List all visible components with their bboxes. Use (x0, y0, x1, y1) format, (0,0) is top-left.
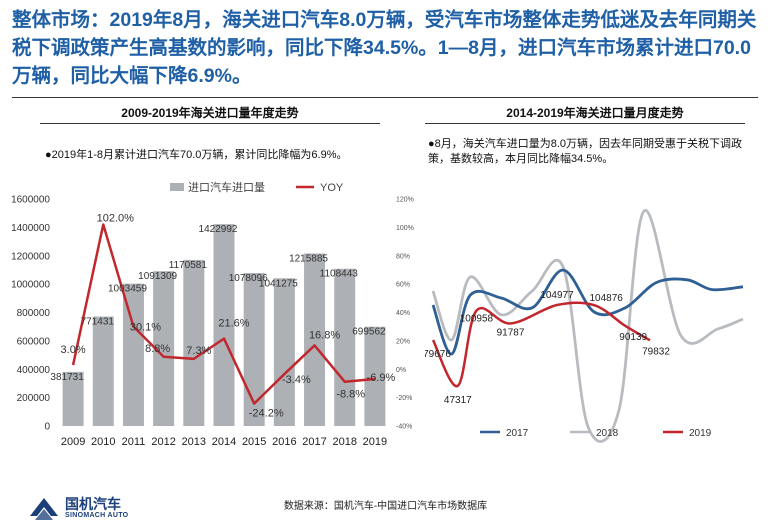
monthly-data-label: 79676 (425, 349, 451, 360)
bar-2017 (304, 253, 326, 426)
bar-value-label: 1041275 (259, 278, 298, 289)
x-tick-label: 2011 (122, 436, 146, 448)
legend-label-2019: 2019 (689, 428, 712, 439)
y-right-tick-label: 0% (396, 367, 406, 374)
yoy-value-label: -3.4% (282, 374, 311, 386)
y-right-tick-label: 40% (396, 310, 410, 317)
y-right-tick-label: -20% (396, 395, 412, 402)
x-tick-label: 2013 (182, 436, 206, 448)
left-chart-title: 2009-2019年海关进口量年度走势 (121, 106, 299, 120)
left-chart-note: ●2019年1-8月累计进口汽车70.0万辆，累计同比降幅为6.9%。 (45, 149, 348, 161)
x-tick-label: 2010 (91, 436, 115, 448)
y-right-tick-label: 60% (396, 282, 410, 289)
bar-value-label: 1078096 (229, 273, 268, 284)
yoy-value-label: -8.8% (336, 389, 365, 401)
bar-2013 (183, 259, 205, 426)
sinomach-logo-icon (30, 498, 58, 520)
legend-label-2017: 2017 (506, 428, 529, 439)
monthly-data-label: 47317 (444, 395, 472, 406)
y-right-tick-label: 100% (396, 225, 414, 232)
bar-value-label: 1170581 (169, 260, 208, 271)
right-chart-note: ●8月，海关汽车进口量为8.0万辆，因去年同期受惠于关税下调政策，基数较高，本月… (428, 138, 743, 165)
monthly-data-label: 104876 (590, 293, 624, 304)
annual-import-chart: 0 200000 400000 600000 800000 1000000 1200000 1… (11, 180, 414, 448)
y-left-tick-label: 600000 (17, 336, 51, 347)
monthly-data-label: 79832 (642, 346, 670, 357)
bar-2012 (153, 271, 175, 426)
bar-value-label: 699562 (352, 327, 386, 338)
right-title-underline (425, 123, 745, 124)
bar-value-label: 1422992 (199, 224, 238, 235)
line-2019 (431, 301, 651, 388)
y-left-tick-label: 400000 (17, 365, 51, 376)
line-2018 (431, 209, 744, 443)
headline: 整体市场：2019年8月，海关进口汽车8.0万辆，受汽车市场整体走势低迷及去年同… (12, 9, 757, 87)
line-2017 (431, 268, 744, 356)
y-right-tick-label: 20% (396, 338, 410, 345)
y-right-tick-label: 80% (396, 253, 410, 260)
y-left-tick-label: 1200000 (11, 251, 50, 262)
monthly-data-label: 91787 (497, 327, 525, 338)
yoy-value-label: 16.8% (309, 329, 340, 341)
monthly-data-label: 100958 (460, 314, 494, 325)
legend-swatch-bar (170, 183, 184, 191)
bar-value-label: 1003459 (108, 284, 147, 295)
legend-label-bar: 进口汽车进口量 (188, 180, 265, 194)
bar-value-label: 1215885 (289, 253, 328, 264)
yoy-value-label: 7.3% (186, 345, 211, 357)
company-logo: 国机汽车 SINOMACH AUTO (27, 494, 167, 524)
bar-value-label: 771431 (81, 317, 115, 328)
x-tick-label: 2009 (61, 436, 85, 448)
y-right-tick-label: 120% (396, 197, 414, 204)
bar-value-label: 1091309 (138, 271, 177, 282)
legend-label-2018: 2018 (596, 428, 619, 439)
bar-2015 (243, 273, 265, 426)
bar-value-label: 1108443 (320, 269, 359, 280)
x-tick-label: 2016 (272, 436, 296, 448)
y-right-tick-label: -40% (396, 424, 412, 431)
yoy-value-label: -24.2% (249, 408, 284, 420)
right-chart-title: 2014-2019年海关进口量月度走势 (506, 106, 684, 120)
y-left-tick-label: 1600000 (11, 195, 50, 206)
bar-value-label: 381731 (50, 372, 84, 383)
header-divider (12, 97, 758, 98)
monthly-data-label: 104977 (540, 290, 574, 301)
bar-2018 (334, 268, 356, 426)
bar-2014 (213, 224, 235, 426)
yoy-value-label: 3.0% (61, 344, 86, 356)
y-left-tick-label: 1400000 (11, 223, 50, 234)
x-tick-label: 2017 (302, 436, 326, 448)
monthly-data-label: 90139 (619, 332, 647, 343)
logo-text-en: SINOMACH AUTO (65, 512, 129, 519)
bar-2011 (122, 283, 144, 426)
x-tick-label: 2012 (151, 436, 175, 448)
y-left-tick-label: 1000000 (11, 280, 50, 291)
x-tick-label: 2019 (363, 436, 387, 448)
y-left-tick-label: 200000 (17, 393, 51, 404)
bar-2019 (364, 326, 386, 426)
yoy-value-label: 8.8% (145, 343, 170, 355)
legend-label-yoy: YOY (320, 182, 344, 194)
y-left-tick-label: 0 (44, 422, 50, 433)
yoy-line (71, 223, 376, 405)
y-left-tick-label: 800000 (17, 308, 51, 319)
logo-text-cn: 国机汽车 (65, 496, 121, 512)
x-tick-label: 2015 (242, 436, 266, 448)
yoy-value-label: 30.1% (130, 322, 161, 334)
left-title-underline (40, 123, 380, 124)
bar-2016 (273, 278, 295, 426)
yoy-value-label: -6.9% (367, 372, 396, 384)
data-source: 数据来源：国机汽车-中国进口汽车市场数据库 (283, 501, 488, 512)
yoy-value-label: 102.0% (97, 213, 135, 225)
bar-2010 (92, 316, 114, 426)
x-tick-label: 2014 (212, 436, 236, 448)
x-tick-label: 2018 (332, 436, 356, 448)
yoy-value-label: 21.6% (218, 318, 249, 330)
bar-2009 (62, 371, 84, 426)
